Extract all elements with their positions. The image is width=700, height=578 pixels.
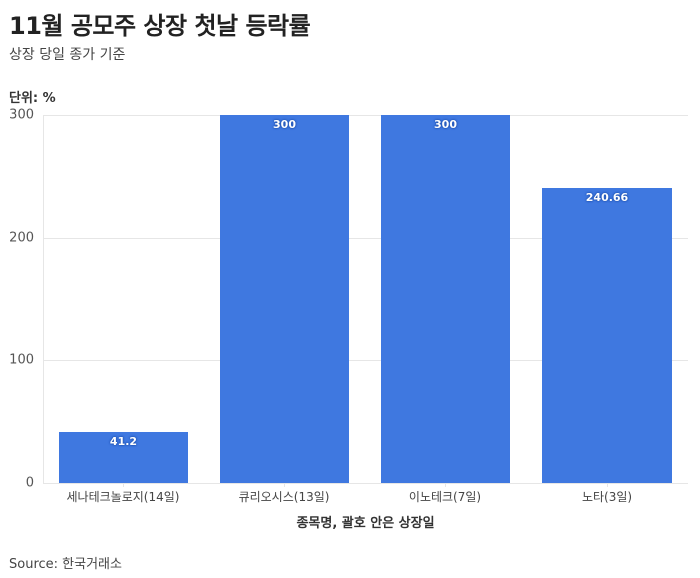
gridline-100 [43, 360, 688, 361]
bar-senatech[interactable]: 41.2 [59, 432, 188, 483]
bar-value-label: 300 [434, 118, 457, 131]
chart-title: 11월 공모주 상장 첫날 등락률 [9, 12, 311, 40]
unit-label: 단위: % [9, 91, 56, 106]
y-tick-0: 0 [25, 475, 34, 491]
bar-value-label: 300 [273, 118, 296, 131]
x-tick-label: 세나테크놀로지(14일) [66, 490, 180, 504]
x-axis-title: 종목명, 괄호 안은 상장일 [296, 516, 435, 531]
x-tick-label: 노타(3일) [581, 490, 633, 504]
y-tick-200: 200 [9, 230, 34, 246]
y-tick-300: 300 [9, 107, 34, 123]
x-tick-mark [445, 483, 446, 487]
baseline [43, 483, 688, 484]
source-note: Source: 한국거래소 [9, 557, 122, 572]
x-tick-mark [123, 483, 124, 487]
x-tick-mark [284, 483, 285, 487]
gridline-200 [43, 238, 688, 239]
gridline-300 [43, 115, 688, 116]
x-tick-mark [607, 483, 608, 487]
x-tick-label: 이노테크(7일) [408, 490, 482, 504]
y-tick-100: 100 [9, 352, 34, 368]
bar-innotech[interactable]: 300 [381, 115, 510, 483]
bar-nota[interactable]: 240.66 [542, 188, 672, 483]
x-tick-label: 큐리오시스(13일) [238, 490, 330, 504]
bar-value-label: 240.66 [585, 191, 629, 204]
bar-value-label: 41.2 [109, 435, 138, 448]
chart-subtitle: 상장 당일 종가 기준 [9, 47, 126, 63]
bar-curiosis[interactable]: 300 [220, 115, 349, 483]
y-axis-line [43, 115, 44, 483]
plot-area: 41.2 300 300 240.66 [43, 115, 688, 484]
